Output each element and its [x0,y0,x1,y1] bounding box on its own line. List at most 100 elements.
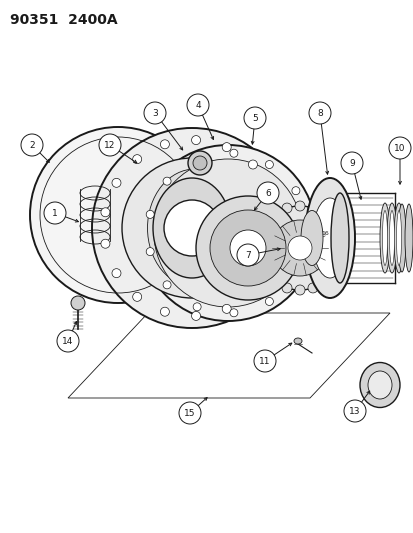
Circle shape [271,220,327,276]
Text: 5: 5 [252,114,257,123]
Circle shape [230,230,266,266]
Circle shape [112,179,121,187]
Circle shape [328,268,338,278]
Circle shape [178,402,201,424]
Circle shape [99,134,121,156]
Circle shape [303,236,311,244]
Circle shape [154,159,301,307]
Circle shape [252,243,262,253]
Ellipse shape [379,203,389,273]
Circle shape [193,303,201,311]
Ellipse shape [389,211,394,265]
Circle shape [187,94,209,116]
Ellipse shape [312,198,347,278]
Ellipse shape [382,211,387,265]
Ellipse shape [359,362,399,408]
Ellipse shape [153,178,230,278]
Circle shape [132,292,141,301]
Circle shape [57,330,79,352]
Ellipse shape [386,203,396,273]
Circle shape [334,256,344,266]
Circle shape [254,230,264,240]
Ellipse shape [367,371,391,399]
Circle shape [336,243,346,253]
Ellipse shape [147,169,242,287]
Circle shape [319,277,329,287]
Ellipse shape [293,338,301,344]
Circle shape [160,307,169,316]
Circle shape [281,283,291,293]
Circle shape [243,107,266,129]
Circle shape [195,196,299,300]
Ellipse shape [393,203,403,273]
Circle shape [257,206,341,290]
Circle shape [222,143,230,151]
Circle shape [163,177,171,185]
Circle shape [192,156,206,170]
Ellipse shape [396,211,401,265]
Circle shape [266,185,275,195]
Text: 2: 2 [29,141,35,149]
Circle shape [101,239,109,248]
Circle shape [343,400,365,422]
Text: 90351  2400A: 90351 2400A [10,13,117,27]
Circle shape [146,211,154,219]
Circle shape [319,209,329,219]
Circle shape [193,155,201,163]
Circle shape [164,200,219,256]
Text: 3: 3 [152,109,157,117]
Circle shape [122,158,261,298]
Text: 14: 14 [62,336,74,345]
Circle shape [294,285,304,295]
Text: 6: 6 [264,189,270,198]
Circle shape [254,256,264,266]
Circle shape [256,182,278,204]
Circle shape [275,231,283,240]
Circle shape [281,203,291,213]
Circle shape [144,102,166,124]
Circle shape [163,281,171,289]
Text: 16: 16 [320,230,328,236]
Circle shape [101,208,109,217]
Circle shape [307,283,317,293]
Circle shape [265,160,273,168]
Circle shape [308,102,330,124]
Circle shape [236,244,259,266]
Text: 7: 7 [244,251,250,260]
Circle shape [92,128,291,328]
Circle shape [44,202,66,224]
Circle shape [328,219,338,228]
Circle shape [191,135,200,144]
Text: 8: 8 [316,109,322,117]
Text: 9: 9 [348,158,354,167]
Circle shape [291,271,299,279]
Circle shape [270,209,280,219]
Circle shape [191,311,200,320]
Circle shape [294,201,304,211]
Circle shape [340,152,362,174]
Circle shape [303,222,311,230]
Circle shape [30,127,206,303]
Circle shape [266,262,275,271]
Text: 13: 13 [349,407,360,416]
Circle shape [222,304,230,313]
Circle shape [265,297,273,305]
Circle shape [307,203,317,213]
Circle shape [254,350,275,372]
Circle shape [334,230,344,240]
Circle shape [140,145,315,321]
Circle shape [160,140,169,149]
Circle shape [260,219,271,228]
Text: 15: 15 [184,408,195,417]
Circle shape [388,137,410,159]
Circle shape [188,151,211,175]
Ellipse shape [300,211,322,265]
Circle shape [291,187,299,195]
Circle shape [275,216,283,225]
Circle shape [132,155,141,164]
Circle shape [209,210,285,286]
Circle shape [270,277,280,287]
Text: 11: 11 [259,357,270,366]
Text: 10: 10 [393,143,405,152]
Text: 4: 4 [195,101,200,109]
